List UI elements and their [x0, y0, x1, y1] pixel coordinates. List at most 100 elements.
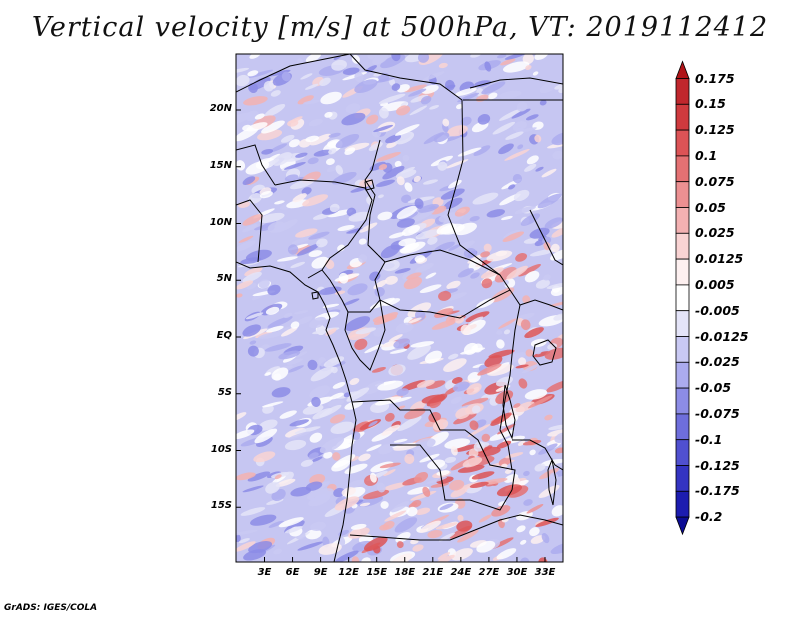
velocity-patch [499, 108, 522, 121]
velocity-patch [494, 266, 517, 283]
colorbar-segment [675, 232, 690, 260]
velocity-patch [265, 306, 280, 315]
border-niger-chad [364, 139, 381, 256]
velocity-patch [491, 505, 511, 517]
velocity-patch [406, 506, 418, 517]
velocity-patch [365, 114, 379, 125]
velocity-patch [338, 272, 349, 284]
velocity-patch [492, 121, 516, 135]
velocity-patch [547, 343, 558, 350]
velocity-patch [456, 520, 473, 532]
velocity-patch [394, 268, 411, 274]
velocity-patch [359, 222, 378, 233]
velocity-patch [465, 311, 490, 323]
velocity-patch [364, 343, 383, 354]
velocity-patch [377, 380, 404, 391]
velocity-patch [513, 403, 521, 409]
velocity-patch [554, 447, 563, 454]
velocity-patch [366, 444, 382, 452]
lon-tick-label: 27E [478, 567, 500, 578]
velocity-patch [539, 99, 547, 106]
velocity-patch [384, 412, 395, 422]
velocity-patch [460, 324, 471, 335]
velocity-patch [331, 171, 357, 185]
velocity-patch [422, 71, 445, 81]
velocity-patch [460, 347, 486, 355]
velocity-patch [428, 412, 441, 423]
velocity-patch [325, 158, 335, 166]
velocity-patch [382, 259, 400, 272]
velocity-patch [496, 54, 507, 59]
velocity-patch [529, 227, 550, 239]
velocity-patch [520, 539, 527, 545]
velocity-patch [457, 464, 485, 473]
velocity-patch [486, 364, 514, 376]
velocity-patch [481, 433, 491, 442]
velocity-patch [529, 248, 556, 257]
velocity-patch [496, 484, 523, 497]
velocity-patch [388, 334, 403, 343]
colorbar-label: -0.2 [695, 509, 723, 525]
velocity-patch [316, 238, 328, 248]
velocity-patch [303, 99, 321, 105]
velocity-patch [242, 176, 256, 185]
velocity-patch [248, 69, 274, 78]
velocity-patch [305, 54, 322, 63]
velocity-patch [309, 432, 323, 443]
velocity-patch [269, 143, 288, 153]
velocity-patch [433, 132, 450, 143]
velocity-patch [541, 168, 557, 178]
colorbar-label: -0.175 [695, 483, 740, 499]
velocity-patch [501, 463, 508, 469]
velocity-patch [297, 95, 314, 105]
velocity-patch [522, 295, 531, 304]
velocity-patch [457, 268, 474, 278]
velocity-patch [309, 316, 327, 329]
velocity-patch [259, 191, 273, 199]
velocity-patch [369, 161, 386, 171]
velocity-patch [520, 319, 531, 331]
velocity-patch [361, 557, 371, 562]
velocity-patch [280, 134, 295, 143]
velocity-patch [410, 538, 419, 545]
velocity-patch [359, 502, 371, 507]
velocity-patch [384, 510, 407, 522]
velocity-patch [372, 54, 389, 65]
velocity-patch [345, 316, 371, 331]
velocity-patch [404, 453, 415, 464]
velocity-patch [270, 90, 281, 97]
velocity-patch [523, 499, 533, 506]
velocity-patch [396, 105, 411, 116]
velocity-patch [332, 452, 341, 461]
velocity-patch [313, 149, 333, 157]
velocity-patch [419, 453, 440, 463]
velocity-patch [368, 420, 378, 427]
velocity-patch [350, 185, 370, 193]
velocity-patch [546, 283, 563, 289]
velocity-patch [246, 282, 257, 290]
velocity-patch [550, 249, 563, 261]
velocity-patch [541, 533, 550, 544]
velocity-patch [546, 380, 563, 393]
velocity-patch [438, 532, 456, 542]
velocity-patch [414, 255, 426, 263]
velocity-patch [290, 486, 312, 497]
colorbar-segment [675, 103, 690, 131]
velocity-patch [276, 471, 294, 484]
velocity-patch [535, 279, 550, 289]
velocity-patch [516, 525, 526, 533]
colorbar-segment [675, 413, 690, 441]
velocity-patch [297, 541, 324, 551]
velocity-patch [413, 438, 436, 451]
border-tanzania [512, 439, 563, 471]
velocity-patch [440, 188, 465, 200]
velocity-patch [258, 279, 270, 289]
lon-tick-label: 21E [422, 567, 444, 578]
velocity-patch [319, 77, 331, 87]
velocity-patch [418, 203, 439, 213]
velocity-patch [434, 241, 455, 252]
velocity-patch [495, 385, 511, 392]
colorbar-label: -0.125 [695, 457, 740, 473]
velocity-patch [345, 103, 361, 114]
velocity-patch [421, 394, 446, 404]
